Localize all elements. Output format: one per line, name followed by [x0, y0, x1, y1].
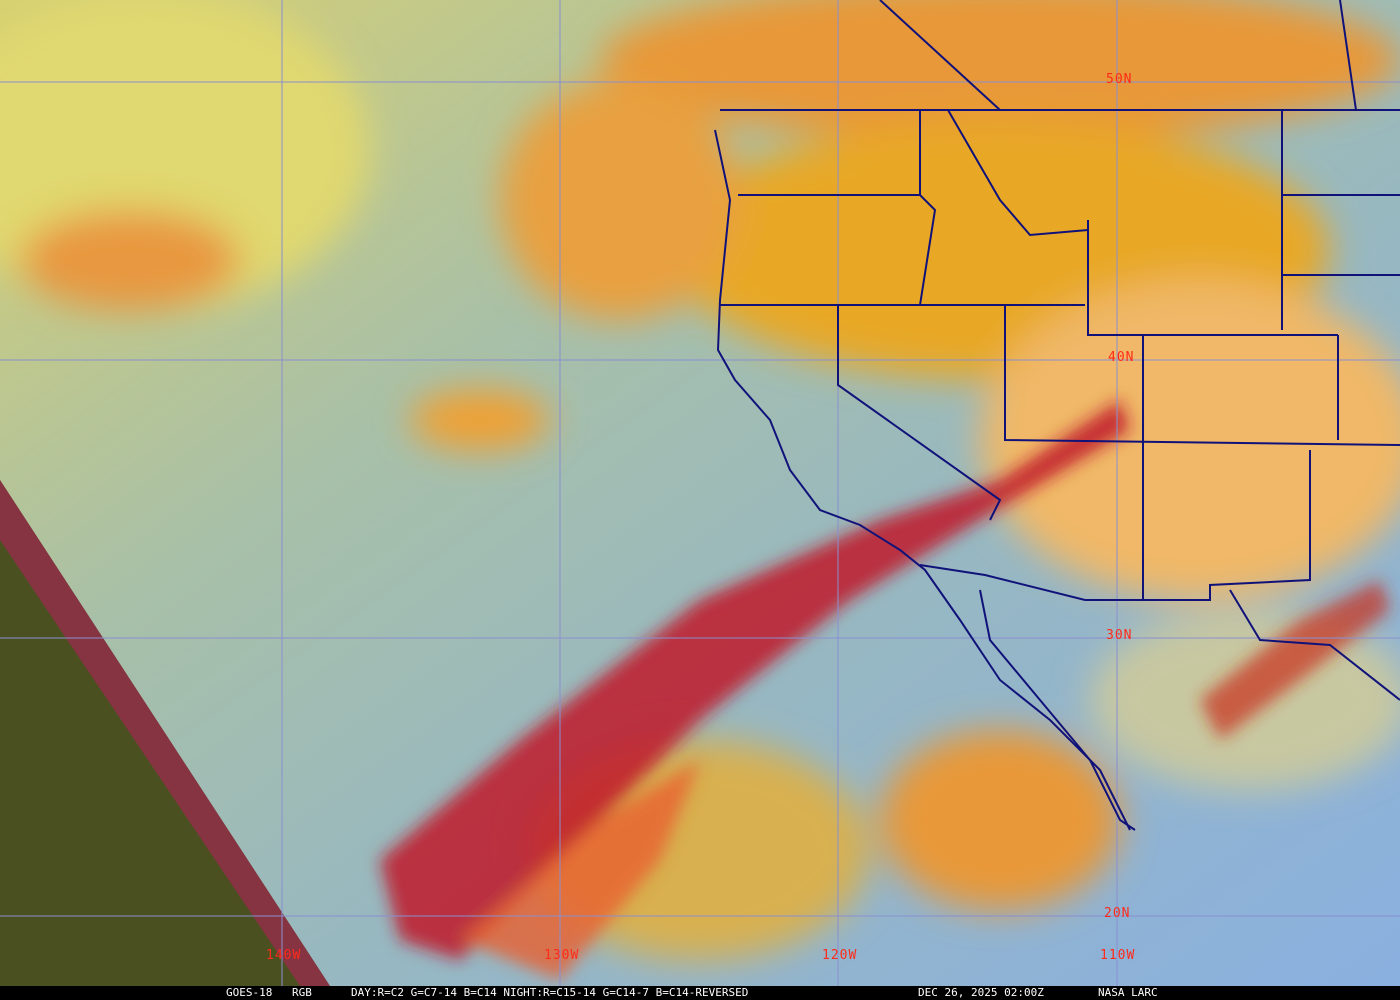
caption-credit: NASA LARC [1098, 986, 1158, 999]
lon-label-140w: 140W [266, 948, 302, 963]
political-borders [714, 0, 1400, 831]
high-cloud-band [380, 400, 1390, 980]
lat-label-20n: 20N [1104, 906, 1131, 921]
caption-satellite: GOES-18 [226, 986, 273, 999]
lat-label-40n: 40N [1108, 350, 1135, 365]
lon-label-120w: 120W [822, 948, 858, 963]
image-caption-bar: GOES-18 RGB DAY:R=C2 G=C7-14 B=C14 NIGHT… [0, 986, 1400, 1000]
lon-label-110w: 110W [1100, 948, 1136, 963]
caption-datetime: DEC 26, 2025 02:00Z [918, 986, 1044, 999]
caption-recipe: DAY:R=C2 G=C7-14 B=C14 NIGHT:R=C15-14 G=… [351, 986, 749, 999]
lat-label-30n: 30N [1106, 628, 1133, 643]
lon-label-130w: 130W [544, 948, 580, 963]
terminator-edge [0, 480, 330, 986]
lat-label-50n: 50N [1106, 72, 1133, 87]
caption-product: RGB [292, 986, 312, 999]
